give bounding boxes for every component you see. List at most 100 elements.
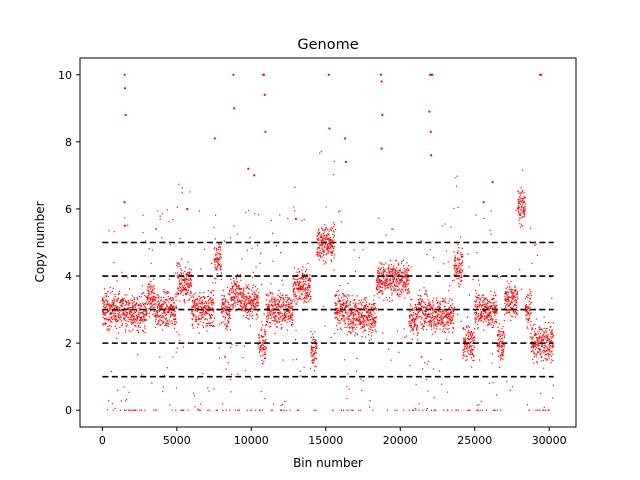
data-point	[459, 263, 462, 265]
data-point	[495, 321, 498, 323]
data-point	[135, 318, 137, 320]
data-point	[284, 400, 286, 403]
data-point	[217, 260, 219, 262]
data-point	[424, 303, 427, 306]
data-point	[390, 359, 392, 361]
data-point	[531, 262, 533, 264]
data-point	[354, 328, 356, 330]
data-point	[324, 242, 327, 245]
data-point	[212, 298, 214, 301]
data-point	[481, 409, 484, 411]
data-point	[232, 291, 234, 293]
data-point	[166, 322, 168, 324]
data-point	[475, 301, 477, 303]
data-point	[260, 391, 262, 393]
data-point	[523, 206, 525, 208]
data-point	[119, 301, 122, 303]
data-point	[203, 302, 206, 304]
data-point	[335, 307, 337, 309]
data-point	[121, 323, 124, 325]
data-point	[514, 291, 516, 293]
data-point	[253, 309, 255, 311]
data-point	[456, 269, 459, 271]
data-point	[274, 332, 276, 335]
data-point	[495, 304, 497, 306]
data-point	[449, 318, 451, 320]
data-point	[428, 302, 430, 304]
data-point	[423, 310, 425, 312]
data-point	[215, 260, 217, 262]
data-point	[252, 271, 254, 273]
data-point	[300, 375, 302, 377]
data-point	[418, 409, 420, 411]
data-point	[480, 317, 483, 319]
data-point	[220, 274, 222, 276]
data-point	[297, 409, 299, 411]
data-point	[146, 308, 148, 310]
data-point	[373, 320, 376, 322]
data-point	[183, 285, 186, 287]
data-point	[283, 299, 285, 301]
data-point	[421, 323, 423, 325]
data-point	[291, 314, 293, 316]
data-point	[236, 280, 238, 283]
data-point	[252, 301, 254, 303]
data-point	[200, 268, 202, 270]
data-point	[288, 297, 291, 299]
data-point	[470, 331, 472, 334]
data-point	[533, 343, 535, 346]
data-point	[542, 334, 544, 336]
data-point	[408, 279, 410, 281]
data-point	[222, 309, 224, 311]
data-point	[164, 299, 166, 301]
data-point	[313, 359, 315, 361]
data-point	[132, 323, 134, 325]
data-point	[102, 324, 104, 326]
data-point	[230, 297, 232, 299]
data-point	[209, 323, 211, 325]
data-point	[316, 248, 318, 250]
data-point	[107, 320, 109, 322]
data-point	[479, 316, 481, 318]
data-point	[374, 317, 376, 319]
data-point	[140, 409, 143, 411]
data-point	[227, 293, 229, 295]
data-point	[210, 317, 213, 319]
data-point	[251, 311, 253, 313]
data-point	[314, 341, 317, 343]
data-point	[422, 368, 424, 370]
data-point	[517, 208, 519, 210]
data-point	[512, 293, 514, 295]
data-point	[117, 310, 119, 312]
data-point	[413, 333, 415, 335]
data-point	[286, 321, 288, 323]
data-point	[170, 306, 172, 308]
data-point	[448, 328, 450, 330]
data-point	[393, 273, 395, 276]
data-point	[408, 316, 411, 319]
data-point	[535, 334, 538, 336]
data-point	[469, 334, 471, 336]
data-point	[417, 307, 420, 309]
data-point	[146, 319, 148, 321]
data-point	[445, 321, 447, 323]
data-point	[277, 313, 279, 315]
data-point	[469, 343, 471, 345]
data-point	[220, 278, 222, 281]
data-point	[269, 291, 271, 294]
data-point	[308, 284, 310, 286]
data-point	[409, 317, 411, 319]
data-point	[321, 245, 323, 247]
data-point	[181, 192, 183, 194]
data-point	[379, 285, 381, 288]
data-point	[263, 340, 265, 343]
data-point	[504, 292, 507, 295]
data-point	[489, 300, 491, 303]
data-point	[390, 288, 392, 290]
data-point	[492, 298, 494, 300]
data-point	[292, 288, 295, 290]
data-point	[174, 321, 176, 323]
data-point	[280, 306, 282, 308]
data-point	[284, 319, 287, 321]
